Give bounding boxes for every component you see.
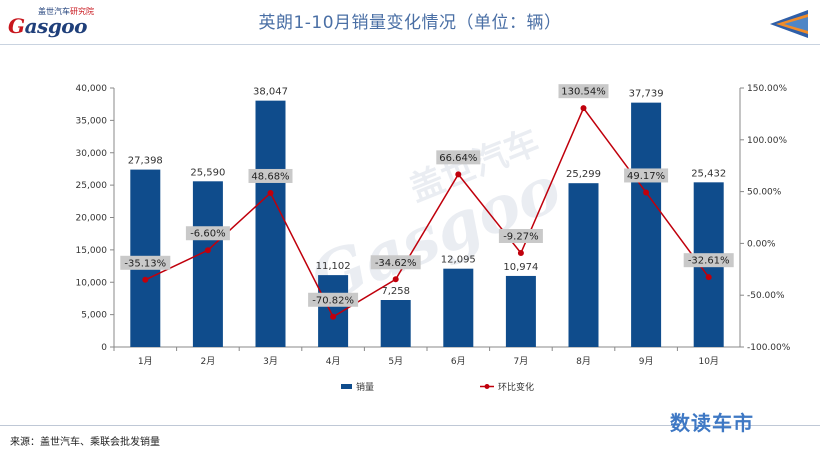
header-divider: [0, 44, 820, 45]
line-value-label: 130.54%: [561, 87, 606, 98]
line-marker: [330, 313, 337, 320]
line-marker: [580, 105, 587, 112]
line-value-label: -70.82%: [312, 295, 354, 306]
line-marker: [267, 189, 274, 196]
line-value-label-box: [558, 84, 609, 99]
y-left-tick-label: 10,000: [76, 278, 108, 288]
page-title: 英朗1-10月销量变化情况（单位：辆）: [258, 13, 562, 33]
y-right-tick-label: 0.00%: [747, 239, 776, 249]
bar: [192, 181, 223, 347]
bar-value-label: 11,102: [316, 261, 351, 272]
y-left-tick-label: 35,000: [76, 116, 108, 126]
y-left-tick-label: 5,000: [81, 311, 107, 321]
line-value-labels: -35.13% -6.60% 48.68% -70.82% -34.62% 66.64% -…: [120, 84, 734, 307]
line-value-label-box: [370, 255, 421, 270]
y-left-tick-label: 0: [101, 343, 107, 353]
legend-line-label: 环比变化: [498, 381, 534, 393]
bar-series: [130, 100, 724, 347]
line-value-label: -34.62%: [375, 258, 417, 269]
line-marker: [142, 276, 149, 283]
bar: [505, 275, 536, 347]
line-marker: [455, 171, 462, 178]
gasgoo-logo: 盖世汽车研究院 Gasgoo: [8, 6, 94, 38]
line-value-label: -32.61%: [688, 256, 730, 267]
line-value-label: -6.60%: [190, 229, 225, 240]
line-value-label-box: [308, 292, 359, 307]
line-value-label: 66.64%: [439, 153, 477, 164]
x-tick-label: 3月: [263, 356, 278, 367]
line-value-label: 48.68%: [251, 171, 289, 182]
legend-bar-label: 销量: [356, 381, 374, 393]
logo-en-g: G: [8, 14, 25, 38]
y-left-tick-label: 25,000: [76, 181, 108, 191]
logo-cn: 盖世汽车研究院: [38, 6, 94, 17]
line-value-label: -35.13%: [124, 258, 166, 269]
line-marker: [517, 250, 524, 257]
y-left-tick-label: 30,000: [76, 149, 108, 159]
line-value-label-box: [120, 255, 171, 270]
axes: 0 5,000 10,000 15,000 20,000 25,000 30,000 35,0…: [76, 84, 791, 367]
bar-value-label: 25,590: [190, 167, 225, 178]
bar-value-label: 12,095: [441, 255, 476, 266]
y-left-tick-label: 20,000: [76, 214, 108, 224]
x-tick-label: 8月: [576, 356, 591, 367]
bar: [443, 268, 474, 347]
line-marker: [705, 274, 712, 281]
line-value-label-box: [248, 168, 293, 183]
x-tick-label: 1月: [138, 356, 153, 367]
logo-cn-b: 研究院: [70, 7, 94, 16]
legend: 销量 环比变化: [341, 381, 534, 393]
line-marker: [204, 247, 211, 254]
x-tick-label: 6月: [451, 356, 466, 367]
bar: [380, 300, 411, 347]
line-marker: [392, 276, 399, 283]
y-right-tick-label: 50.00%: [747, 188, 782, 198]
y-right-tick-label: -50.00%: [747, 291, 785, 301]
x-tick-label: 7月: [514, 356, 529, 367]
x-tick-label: 10月: [698, 356, 718, 367]
y-right-tick-label: -100.00%: [747, 343, 791, 353]
legend-bar-swatch: [341, 384, 352, 389]
logo-en: Gasgoo: [8, 14, 87, 38]
legend-line-marker: [484, 384, 490, 389]
source-note: 来源：盖世汽车、乘联会批发销量: [10, 437, 160, 448]
x-tick-label: 9月: [639, 356, 654, 367]
brand-logo: 数读车市: [670, 411, 754, 435]
bar-value-label: 38,047: [253, 87, 288, 98]
footer-divider: [0, 425, 820, 426]
y-left-tick-label: 40,000: [76, 84, 108, 94]
y-right-tick-label: 100.00%: [747, 136, 787, 146]
bar: [255, 100, 286, 347]
logo-en-rest: asgoo: [24, 14, 88, 38]
line-value-label-box: [624, 168, 669, 183]
line-value-label: -9.27%: [503, 232, 538, 243]
bar-value-label: 25,432: [691, 168, 726, 179]
line-value-label: 49.17%: [627, 171, 665, 182]
line-value-label-box: [185, 226, 230, 241]
bar: [631, 102, 662, 347]
x-tick-label: 4月: [326, 356, 341, 367]
bar-value-label: 25,299: [566, 169, 601, 180]
back-arrow-inner: [784, 17, 808, 31]
bar: [568, 183, 599, 347]
line-marker: [643, 189, 650, 196]
y-left-tick-label: 15,000: [76, 246, 108, 256]
line-value-label-box: [436, 150, 481, 165]
back-arrow-icon[interactable]: [766, 8, 812, 40]
bar-value-label: 27,398: [128, 156, 163, 167]
line-path: [144, 106, 710, 318]
x-tick-label: 5月: [388, 356, 403, 367]
y-right-tick-label: 150.00%: [747, 84, 787, 94]
bar-value-label: 37,739: [629, 89, 664, 100]
line-series: [142, 105, 712, 320]
logo-cn-a: 盖世汽车: [38, 7, 70, 16]
line-value-label-box: [498, 229, 543, 244]
bar-value-labels: 27,398 25,590 38,047 11,102 7,258 12,095 10,97…: [128, 87, 726, 297]
line-value-label-box: [683, 253, 734, 268]
x-tick-label: 2月: [201, 356, 216, 367]
bar-value-label: 10,974: [503, 262, 538, 273]
bar-value-label: 7,258: [381, 286, 410, 297]
